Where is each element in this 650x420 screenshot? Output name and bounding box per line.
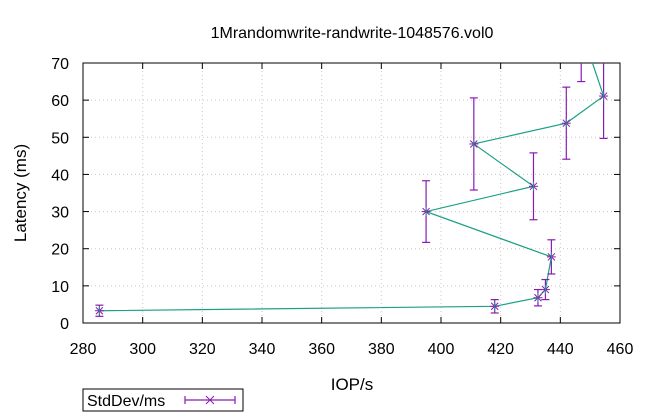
x-tick-label: 400 [428, 341, 455, 358]
data-point [546, 239, 556, 275]
legend: StdDev/ms [82, 388, 244, 412]
point-marker [561, 118, 571, 128]
y-axis-title: Latency (ms) [11, 144, 30, 242]
point-marker [599, 91, 609, 101]
point-marker [469, 139, 479, 149]
x-tick-label: 340 [249, 341, 276, 358]
point-marker [94, 306, 104, 316]
x-tick-label: 420 [487, 341, 514, 358]
data-point [577, 25, 586, 83]
plot-frame [82, 62, 621, 324]
y-tick-label: 0 [60, 316, 69, 333]
x-tick-label: 360 [308, 341, 335, 358]
y-tick-label: 40 [51, 167, 69, 184]
x-tick-label: 460 [607, 341, 634, 358]
point-marker [577, 25, 586, 34]
data-point [469, 97, 479, 191]
data-point [533, 288, 543, 307]
y-tick-label: 70 [51, 56, 69, 73]
legend-label: StdDev/ms [87, 393, 165, 410]
chart-title: 1Mrandomwrite-randwrite-1048576.vol0 [211, 25, 494, 42]
data-point [421, 180, 431, 243]
legend-marker [205, 395, 215, 405]
series-line [99, 63, 605, 312]
y-tick-label: 30 [51, 205, 69, 222]
x-tick-label: 300 [129, 341, 156, 358]
axis-ticks: 280 300 320 340 360 380 400 420 440 460 0 10 20 30 40 5… [51, 56, 633, 358]
point-marker [528, 181, 538, 191]
series-stddev [94, 25, 609, 317]
data-point [599, 63, 609, 139]
point-marker [421, 207, 431, 217]
point-marker [490, 301, 500, 311]
point-marker [546, 252, 556, 262]
y-tick-label: 10 [51, 279, 69, 296]
grid [83, 63, 620, 323]
data-point [528, 152, 538, 221]
y-tick-label: 50 [51, 130, 69, 147]
y-tick-label: 60 [51, 93, 69, 110]
data-point [540, 278, 550, 301]
x-tick-label: 280 [70, 341, 97, 358]
x-tick-label: 440 [547, 341, 574, 358]
x-tick-label: 380 [368, 341, 395, 358]
data-point [490, 299, 500, 314]
point-marker [533, 293, 543, 303]
y-tick-label: 20 [51, 242, 69, 259]
data-point [561, 86, 571, 160]
legend-box [82, 388, 244, 412]
x-tick-label: 320 [189, 341, 216, 358]
point-marker [540, 285, 550, 295]
data-point [94, 304, 104, 317]
x-axis-title: IOP/s [331, 375, 374, 394]
